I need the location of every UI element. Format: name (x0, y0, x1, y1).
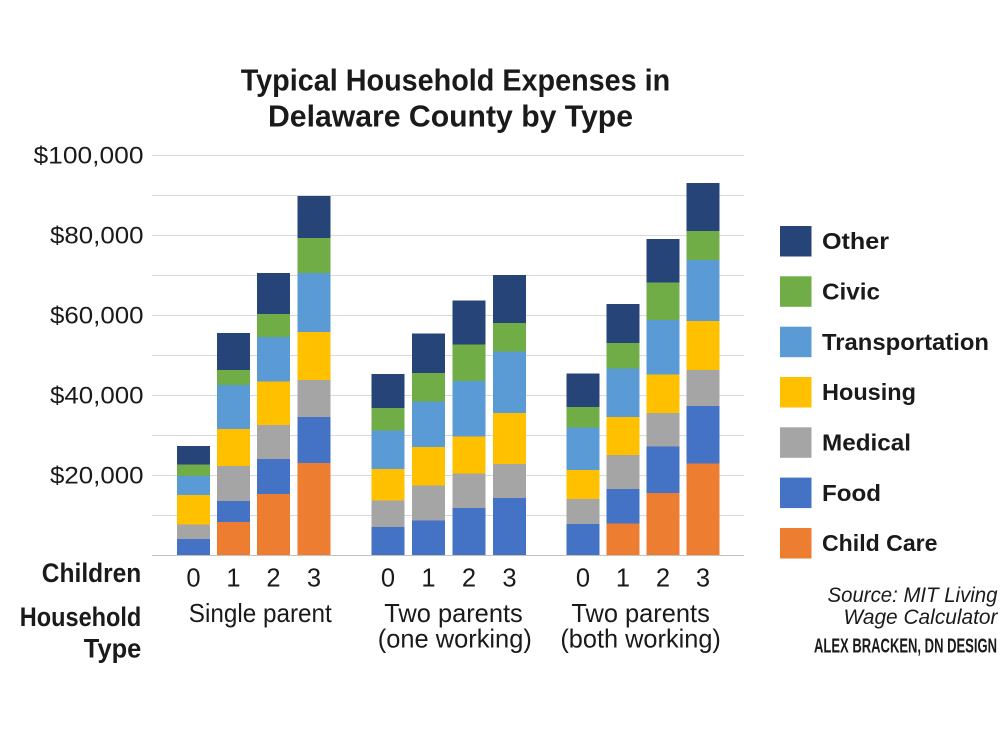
svg-text:3: 3 (502, 564, 516, 592)
svg-text:Two parents: Two parents (384, 598, 523, 628)
svg-text:3: 3 (307, 564, 321, 592)
svg-text:0: 0 (186, 564, 200, 592)
svg-text:Children: Children (42, 558, 142, 588)
svg-text:0: 0 (381, 564, 395, 592)
svg-text:Typical Household Expenses in: Typical Household Expenses in (241, 62, 671, 97)
svg-text:$80,000: $80,000 (50, 223, 144, 250)
svg-text:Civic: Civic (822, 279, 880, 305)
svg-text:2: 2 (656, 564, 670, 592)
svg-text:0: 0 (576, 564, 590, 592)
svg-text:Transportation: Transportation (822, 329, 989, 355)
svg-text:$20,000: $20,000 (50, 463, 144, 490)
svg-text:Delaware County by Type: Delaware County by Type (268, 99, 633, 134)
svg-text:Two parents: Two parents (571, 598, 710, 628)
svg-text:$100,000: $100,000 (34, 143, 144, 170)
svg-text:2: 2 (266, 564, 280, 592)
svg-text:Type: Type (84, 633, 142, 663)
svg-text:Medical: Medical (822, 430, 911, 456)
svg-text:Food: Food (822, 480, 881, 506)
svg-text:1: 1 (421, 564, 435, 592)
svg-text:$60,000: $60,000 (50, 303, 144, 330)
svg-text:(one working): (one working) (378, 624, 532, 654)
svg-text:1: 1 (616, 564, 630, 592)
svg-text:(both working): (both working) (560, 624, 721, 654)
svg-text:3: 3 (696, 564, 710, 592)
svg-text:2: 2 (462, 564, 476, 592)
svg-text:1: 1 (226, 564, 240, 592)
svg-text:Household: Household (20, 602, 142, 632)
svg-text:Source: MIT Living: Source: MIT Living (828, 584, 998, 607)
svg-text:Housing: Housing (822, 379, 916, 405)
svg-text:Child Care: Child Care (822, 530, 938, 556)
svg-text:Wage Calculator: Wage Calculator (844, 606, 999, 629)
svg-text:$40,000: $40,000 (50, 383, 144, 410)
svg-text:Other: Other (822, 228, 889, 254)
svg-text:Single parent: Single parent (189, 598, 333, 628)
svg-text:ALEX BRACKEN, DN DESIGN: ALEX BRACKEN, DN DESIGN (814, 636, 997, 658)
